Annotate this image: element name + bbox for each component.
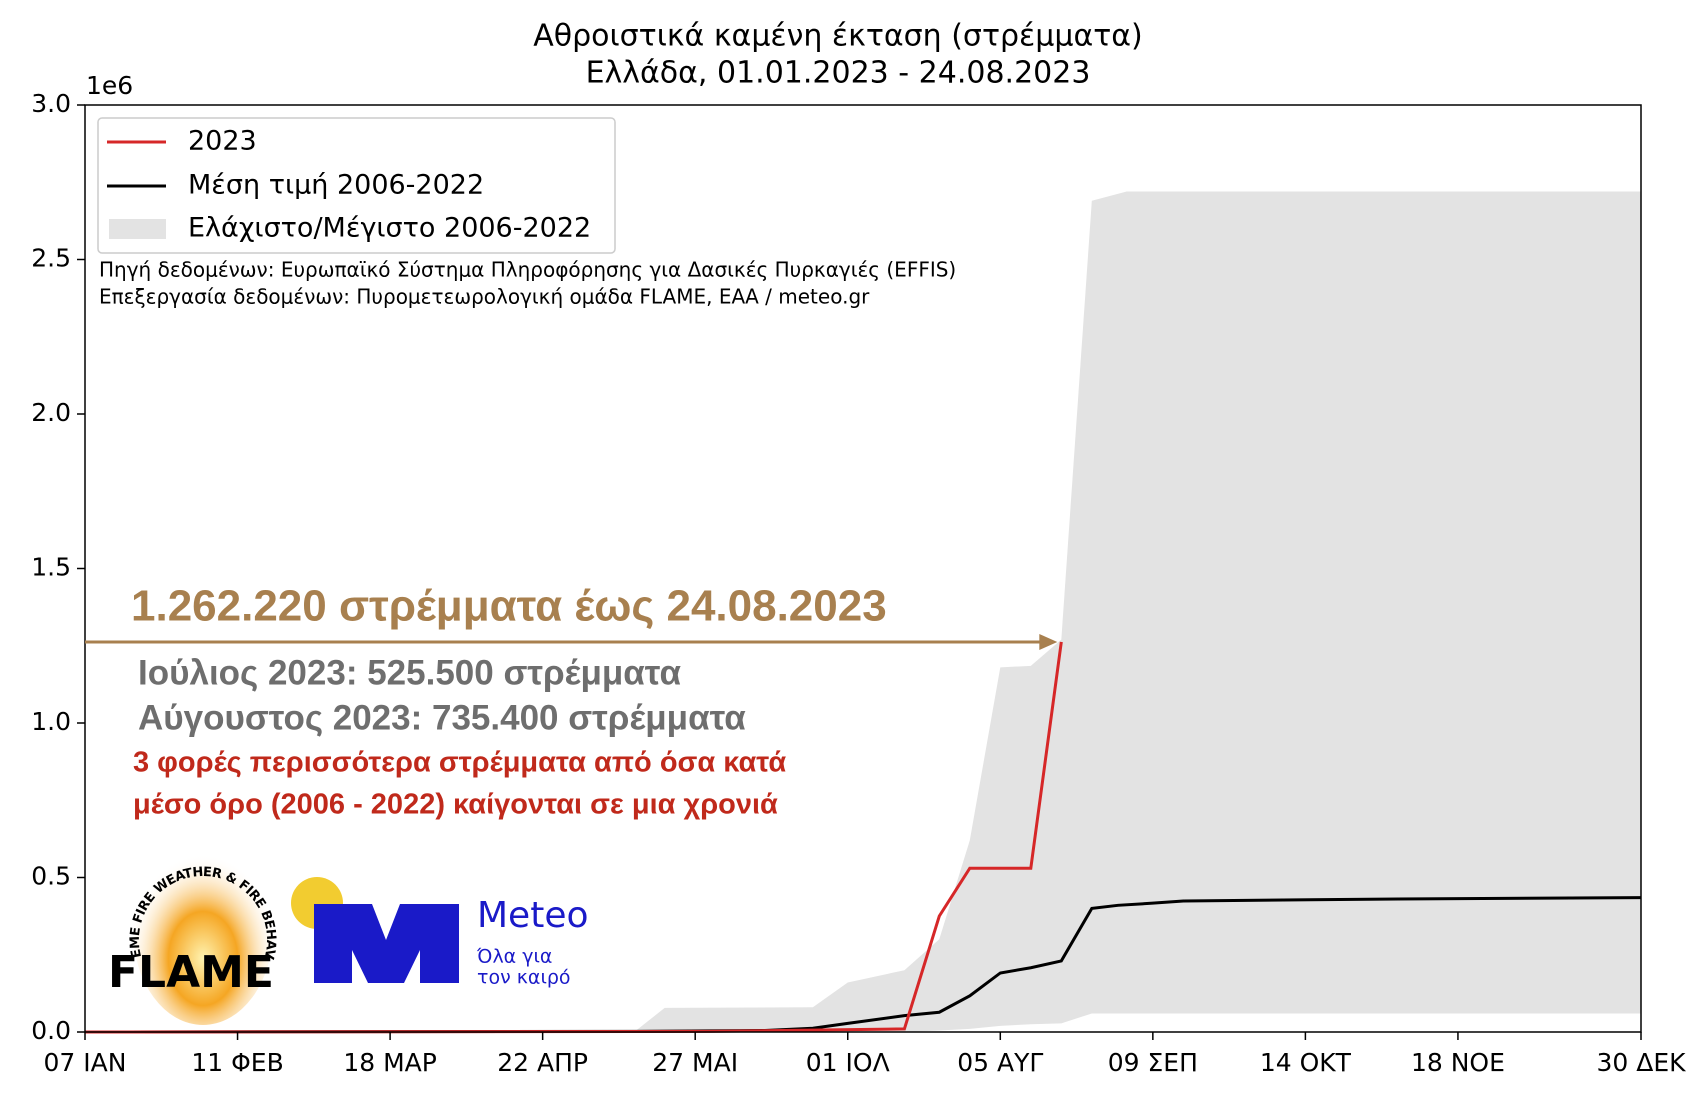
range-band (85, 191, 1641, 1032)
series-line (84, 896, 1642, 1034)
flame-text: FLAME (108, 947, 274, 998)
x-tick-label: 27 ΜΑΙ (652, 1048, 738, 1077)
x-tick-label: 30 ΔΕΚ (1596, 1048, 1686, 1077)
meteo-text: Meteo (477, 895, 589, 936)
month-note: Ιούλιος 2023: 525.500 στρέμματα (138, 653, 681, 692)
x-tick-label: 05 ΑΥΓ (957, 1048, 1043, 1077)
x-tick-label: 18 ΜΑΡ (343, 1048, 437, 1077)
meteo-tagline: τον καιρό (477, 967, 571, 989)
annotations: 1.262.220 στρέμματα έως 24.08.2023 Ιούλι… (85, 582, 1058, 821)
y-tick-label: 2.5 (31, 244, 71, 273)
comparison-note: μέσο όρο (2006 - 2022) καίγονται σε μια … (133, 789, 778, 821)
x-tick-label: 14 ΟΚΤ (1260, 1048, 1352, 1077)
y-tick-label: 1.5 (31, 553, 71, 582)
comparison-note: 3 φορές περισσότερα στρέμματα από όσα κα… (133, 747, 786, 779)
headline: 1.262.220 στρέμματα έως 24.08.2023 (131, 582, 887, 631)
x-tick-label: 01 ΙΟΛ (806, 1048, 890, 1077)
legend-label: Μέση τιμή 2006-2022 (188, 170, 484, 201)
legend-swatch (109, 219, 166, 239)
y-offset-label: 1e6 (86, 71, 133, 100)
y-tick-label: 3.0 (31, 89, 71, 118)
legend: 2023 Μέση τιμή 2006-2022 Ελάχιστο/Μέγιστο … (97, 117, 956, 309)
chart-subtitle: Ελλάδα, 01.01.2023 - 24.08.2023 (586, 56, 1091, 91)
y-tick-label: 0.0 (31, 1016, 71, 1045)
legend-label: Ελάχιστο/Μέγιστο 2006-2022 (188, 213, 591, 244)
y-tick-label: 2.0 (31, 398, 71, 427)
legend-box (97, 117, 616, 254)
flame-graphic (133, 835, 273, 1025)
meteo-tagline: Όλα για (476, 946, 552, 968)
x-tick-label: 18 ΝΟΕ (1411, 1048, 1505, 1077)
chart-title: Αθροιστικά καμένη έκταση (στρέμματα) (533, 19, 1143, 54)
y-tick-label: 1.0 (31, 707, 71, 736)
x-tick-label: 11 ΦΕΒ (191, 1048, 283, 1077)
y-tick-label: 0.5 (31, 862, 71, 891)
meteo-m (314, 904, 459, 983)
legend-label: 2023 (188, 126, 257, 157)
meteo-logo: Meteo Όλα για τον καιρό (291, 877, 589, 989)
source-note: Πηγή δεδομένων: Ευρωπαϊκό Σύστημα Πληροφ… (99, 258, 956, 282)
source-note: Επεξεργασία δεδομένων: Πυρομετεωρολογική… (99, 285, 870, 309)
arrow-head (1039, 633, 1058, 650)
x-tick-label: 07 ΙΑΝ (44, 1048, 127, 1077)
plot-area: 0.0 0.5 1.0 1.5 2.0 2.5 3.0 07 ΙΑΝ 11 ΦΕΒ 18 ΜΑΡ 2… (31, 89, 1686, 1077)
x-tick-label: 22 ΑΠΡ (497, 1048, 588, 1077)
x-tick-label: 09 ΣΕΠ (1108, 1048, 1198, 1077)
month-note: Αύγουστος 2023: 735.400 στρέμματα (138, 698, 746, 737)
